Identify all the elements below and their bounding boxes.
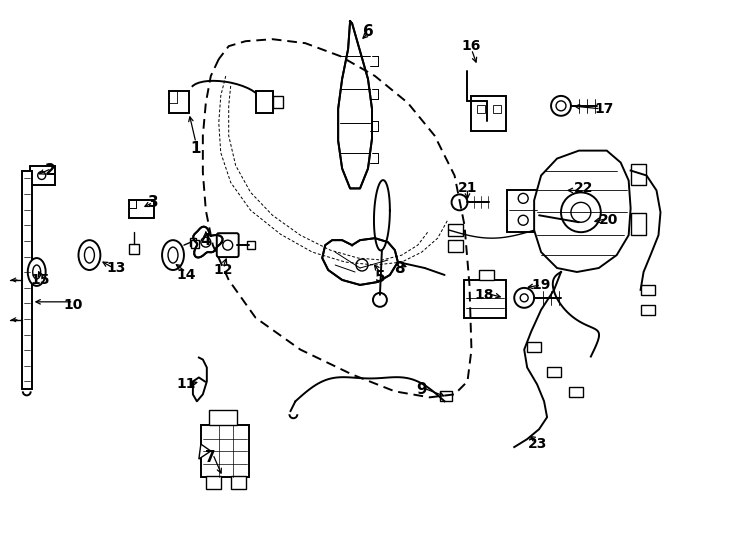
Polygon shape: [338, 21, 372, 188]
Ellipse shape: [168, 247, 178, 263]
Text: 20: 20: [599, 213, 619, 227]
FancyBboxPatch shape: [569, 387, 583, 397]
Text: 2: 2: [44, 163, 55, 178]
FancyBboxPatch shape: [547, 368, 561, 377]
FancyBboxPatch shape: [440, 392, 451, 401]
Ellipse shape: [28, 258, 46, 286]
FancyBboxPatch shape: [206, 476, 221, 489]
FancyBboxPatch shape: [448, 240, 462, 252]
FancyBboxPatch shape: [129, 244, 139, 254]
Text: 13: 13: [106, 261, 126, 275]
Text: 21: 21: [458, 181, 477, 195]
Text: 15: 15: [30, 273, 49, 287]
Ellipse shape: [33, 265, 40, 279]
Text: 10: 10: [64, 298, 83, 312]
Text: 12: 12: [213, 263, 233, 277]
Text: 3: 3: [148, 195, 159, 210]
Text: 17: 17: [594, 102, 614, 116]
FancyBboxPatch shape: [448, 224, 462, 236]
FancyBboxPatch shape: [191, 240, 199, 248]
Text: 9: 9: [416, 382, 427, 397]
FancyBboxPatch shape: [493, 105, 501, 113]
Polygon shape: [193, 227, 222, 258]
FancyBboxPatch shape: [465, 280, 506, 318]
FancyBboxPatch shape: [631, 164, 646, 185]
Text: 23: 23: [528, 437, 547, 451]
Ellipse shape: [84, 247, 95, 263]
FancyBboxPatch shape: [641, 285, 655, 295]
FancyBboxPatch shape: [230, 476, 246, 489]
Text: 14: 14: [176, 268, 196, 282]
FancyBboxPatch shape: [477, 105, 485, 113]
FancyBboxPatch shape: [30, 166, 54, 185]
FancyBboxPatch shape: [631, 213, 646, 235]
FancyBboxPatch shape: [219, 238, 225, 246]
FancyBboxPatch shape: [479, 270, 494, 280]
FancyBboxPatch shape: [22, 171, 32, 389]
Text: 19: 19: [531, 278, 550, 292]
Ellipse shape: [162, 240, 184, 270]
FancyBboxPatch shape: [471, 96, 506, 131]
Text: 4: 4: [200, 233, 211, 248]
Text: 8: 8: [394, 260, 405, 275]
FancyBboxPatch shape: [190, 238, 196, 246]
FancyBboxPatch shape: [129, 200, 154, 218]
Text: 22: 22: [574, 181, 594, 195]
Text: 18: 18: [475, 288, 494, 302]
Ellipse shape: [79, 240, 101, 270]
Text: 1: 1: [191, 141, 201, 156]
Text: 7: 7: [206, 449, 216, 464]
FancyBboxPatch shape: [255, 91, 274, 113]
FancyBboxPatch shape: [274, 96, 283, 108]
FancyBboxPatch shape: [169, 91, 189, 113]
Text: 5: 5: [374, 271, 385, 286]
FancyBboxPatch shape: [641, 305, 655, 315]
FancyBboxPatch shape: [208, 410, 236, 425]
Text: 16: 16: [462, 39, 482, 53]
Polygon shape: [534, 151, 631, 272]
Text: 11: 11: [176, 377, 196, 392]
FancyBboxPatch shape: [217, 233, 239, 257]
Polygon shape: [199, 444, 211, 459]
FancyBboxPatch shape: [247, 241, 255, 249]
FancyBboxPatch shape: [201, 425, 249, 477]
Text: 6: 6: [363, 24, 374, 39]
FancyBboxPatch shape: [507, 191, 539, 232]
Polygon shape: [322, 238, 398, 285]
FancyBboxPatch shape: [527, 342, 541, 352]
